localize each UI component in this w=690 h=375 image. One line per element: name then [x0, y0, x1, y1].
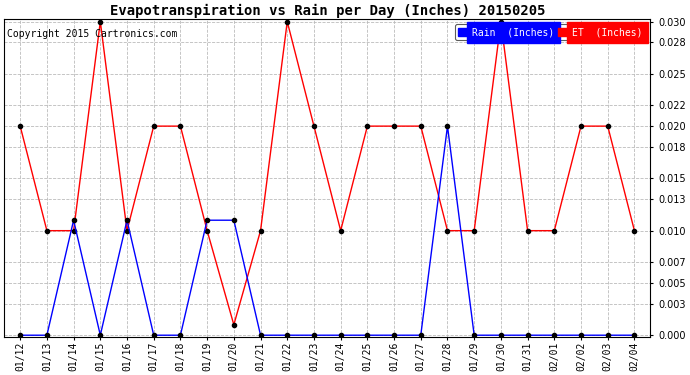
- Title: Evapotranspiration vs Rain per Day (Inches) 20150205: Evapotranspiration vs Rain per Day (Inch…: [110, 4, 545, 18]
- Legend: Rain  (Inches), ET  (Inches): Rain (Inches), ET (Inches): [455, 24, 646, 40]
- Text: Copyright 2015 Cartronics.com: Copyright 2015 Cartronics.com: [8, 29, 178, 39]
